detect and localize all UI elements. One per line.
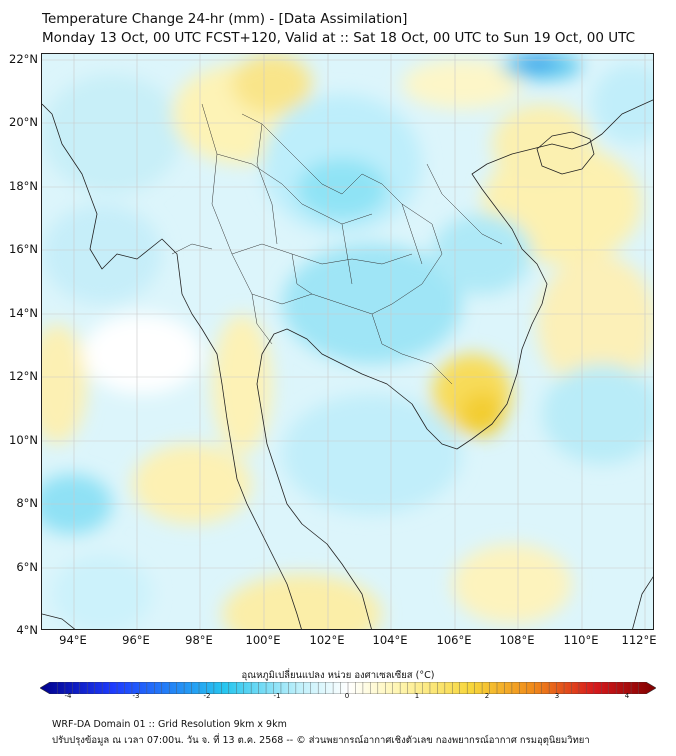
lat-label: 12°N [9,369,38,383]
lon-label: 96°E [122,633,150,647]
colorbar-ramp [39,681,657,695]
colorbar-tick: 1 [414,692,420,700]
colorbar-tick: 3 [554,692,560,700]
colorbar-tick: -3 [132,692,140,700]
lon-label: 100°E [245,633,281,647]
map-panel [41,53,654,630]
lon-label: 112°E [621,633,657,647]
colorbar-title: อุณหภูมิเปลี่ยนแปลง หน่วย องศาเซลเซียส (… [241,670,435,681]
lat-label: 20°N [9,115,38,129]
colorbar-tick: -2 [203,692,211,700]
lat-label: 22°N [9,52,38,66]
lon-label: 106°E [436,633,472,647]
colorbar-tick: 0 [344,692,350,700]
graticule [42,54,653,629]
lon-label: 94°E [59,633,87,647]
province-borders [171,103,503,385]
lat-label: 16°N [9,242,38,256]
colorbar-tick: -4 [64,692,72,700]
coastlines [42,99,653,629]
colorbar [39,679,657,695]
lon-label: 98°E [185,633,213,647]
lon-label: 104°E [372,633,408,647]
colorbar-tick: 2 [484,692,490,700]
lat-label: 18°N [9,179,38,193]
lat-label: 8°N [16,496,38,510]
lon-label: 110°E [563,633,599,647]
lon-label: 102°E [309,633,345,647]
lat-label: 4°N [16,623,38,637]
temperature-change-map [42,54,653,629]
lon-label: 108°E [499,633,535,647]
footer-model-info: WRF-DA Domain 01 :: Grid Resolution 9km … [52,719,287,730]
chart-title: Temperature Change 24-hr (mm) - [Data As… [42,11,408,27]
chart-subtitle: Monday 13 Oct, 00 UTC FCST+120, Valid at… [42,30,636,46]
footer-credit: ปรับปรุงข้อมูล ณ เวลา 07:00น. วัน จ. ที่… [52,735,590,746]
colorbar-tick: 4 [624,692,630,700]
lat-label: 10°N [9,433,38,447]
lat-label: 14°N [9,306,38,320]
lat-label: 6°N [16,560,38,574]
colorbar-tick: -1 [273,692,281,700]
